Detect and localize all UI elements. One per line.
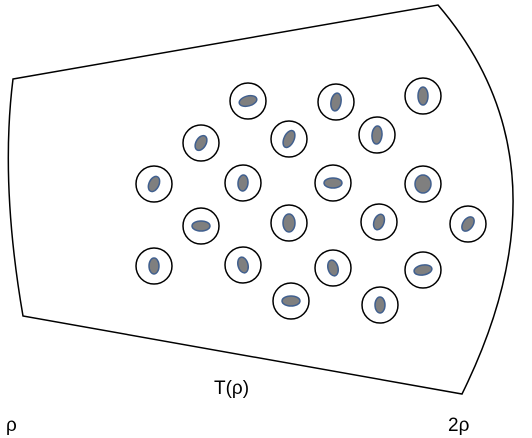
cell-15: [135, 247, 173, 285]
label-t-of-rho: T(ρ): [214, 378, 250, 399]
cell-4: [182, 124, 220, 162]
cell-nucleus: [372, 213, 386, 231]
tissue-region-outline: [7, 4, 514, 395]
cell-13: [360, 203, 398, 241]
cell-nucleus: [282, 129, 296, 149]
label-two-rho: 2ρ: [448, 415, 470, 436]
cell-12: [270, 204, 308, 242]
cell-nucleus: [148, 257, 160, 275]
cell-nucleus: [417, 86, 429, 106]
cell-nucleus: [330, 92, 342, 112]
cell-3: [404, 77, 442, 115]
cell-1: [229, 82, 267, 120]
cell-nucleus: [237, 174, 249, 192]
cell-7: [135, 165, 173, 203]
cell-nucleus: [413, 264, 433, 276]
cell-16: [224, 246, 262, 284]
cell-nucleus: [147, 175, 161, 193]
cell-6: [358, 116, 396, 154]
cell-nucleus: [191, 220, 211, 232]
cell-17: [314, 249, 352, 287]
cell-nucleus: [326, 259, 340, 277]
label-rho: ρ: [6, 415, 17, 436]
cell-14: [449, 205, 487, 243]
cell-10: [404, 165, 442, 203]
cell-group: [135, 77, 487, 324]
cell-nucleus: [461, 216, 475, 232]
cell-2: [317, 83, 355, 121]
cell-nucleus: [282, 213, 296, 233]
cell-20: [361, 286, 399, 324]
cell-nucleus: [414, 174, 432, 194]
cell-8: [224, 164, 262, 202]
cell-11: [182, 207, 220, 245]
cell-nucleus: [281, 295, 301, 307]
cell-nucleus: [323, 177, 343, 189]
cell-nucleus: [236, 256, 250, 274]
cell-9: [314, 164, 352, 202]
cell-nucleus: [194, 134, 208, 152]
cell-5: [270, 120, 308, 158]
cell-19: [272, 282, 310, 320]
cell-nucleus: [371, 125, 383, 145]
cell-18: [404, 251, 442, 289]
cell-nucleus: [374, 296, 386, 314]
cell-nucleus: [238, 94, 258, 108]
